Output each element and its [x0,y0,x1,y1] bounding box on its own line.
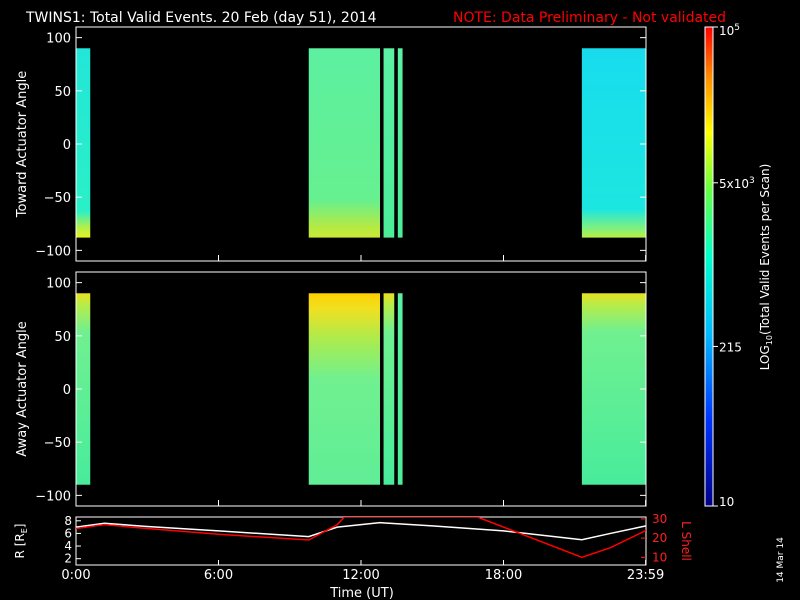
away-data-block-1 [308,293,380,485]
x-tick-label-1: 6:00 [204,568,233,583]
x-tick-label-4: 23:59 [627,568,664,583]
away-ytick-label-4: −100 [35,489,71,504]
panel-toward: 100 50 0 −50 −100 Toward Actuator Angle [15,26,647,262]
date-stamp: 14 Mar 14 [776,537,786,583]
away-data-blocks [76,293,646,485]
toward-ytick-label-3: −50 [44,191,71,206]
away-data-block-0 [76,293,91,485]
away-y-ticks: 100 50 0 −50 −100 [35,277,647,506]
orbit-left-tick-label-0: 2 [64,552,72,566]
x-tick-label-2: 12:00 [342,568,379,583]
away-ylabel: Away Actuator Angle [15,321,30,456]
orbit-left-tick-label-2: 6 [64,526,72,540]
toward-ytick-label-1: 50 [54,85,71,100]
toward-ylabel: Toward Actuator Angle [15,71,30,218]
colorbar-tick-label-2: 5x103 [719,176,755,191]
toward-y-ticks: 100 50 0 −50 −100 [35,32,647,261]
orbit-left-tick-label-1: 4 [64,539,72,553]
orbit-right-tick-label-0: 10 [652,550,667,564]
away-ytick-label-0: 100 [46,277,71,292]
panel-away: 100 50 0 −50 −100 Away Actuator Angle [15,271,647,507]
orbit-series-l-shell [76,517,646,559]
away-ytick-label-2: 0 [63,383,71,398]
toward-data-block-1 [308,48,380,238]
preliminary-note: NOTE: Data Preliminary - Not validated [453,10,726,26]
colorbar-gradient [705,27,713,506]
x-tick-label-0: 0:00 [61,568,90,583]
x-tick-label-3: 18:00 [485,568,522,583]
toward-data-blocks [76,48,646,238]
away-data-block-3 [397,293,403,485]
colorbar-label: LOG10(Total Valid Events per Scan) [758,164,774,371]
colorbar: 10 215 5x103 105 LOG10(Total Valid Events p… [704,23,774,509]
toward-ytick-label-4: −100 [35,244,71,259]
orbit-right-tick-label-1: 20 [652,531,667,545]
figure-title: TWINS1: Total Valid Events. 20 Feb (day … [25,10,377,26]
toward-data-block-0 [76,48,91,238]
orbit-ylabel-left: R [RE] [13,524,29,559]
orbit-right-tick-label-2: 30 [652,512,667,526]
away-ytick-label-1: 50 [54,330,71,345]
away-ytick-label-3: −50 [44,436,71,451]
colorbar-tick-label-0: 10 [719,495,734,509]
x-axis-label: Time (UT) [329,586,394,600]
colorbar-frame [704,26,714,507]
orbit-left-tick-label-3: 8 [64,514,72,528]
away-data-block-2 [383,293,395,485]
orbit-ylabel-right: L Shell [679,521,693,561]
toward-data-block-3 [397,48,403,238]
away-data-block-4 [581,293,646,485]
toward-data-block-2 [383,48,395,238]
colorbar-tick-label-3: 105 [719,23,740,38]
colorbar-ticks: 10 215 5x103 105 [713,23,755,509]
orbit-series [76,517,646,559]
colorbar-tick-label-1: 215 [719,340,742,354]
toward-data-block-4 [581,48,646,238]
toward-ytick-label-2: 0 [63,138,71,153]
toward-ytick-label-0: 100 [46,32,71,47]
orbit-series-r [76,521,646,541]
